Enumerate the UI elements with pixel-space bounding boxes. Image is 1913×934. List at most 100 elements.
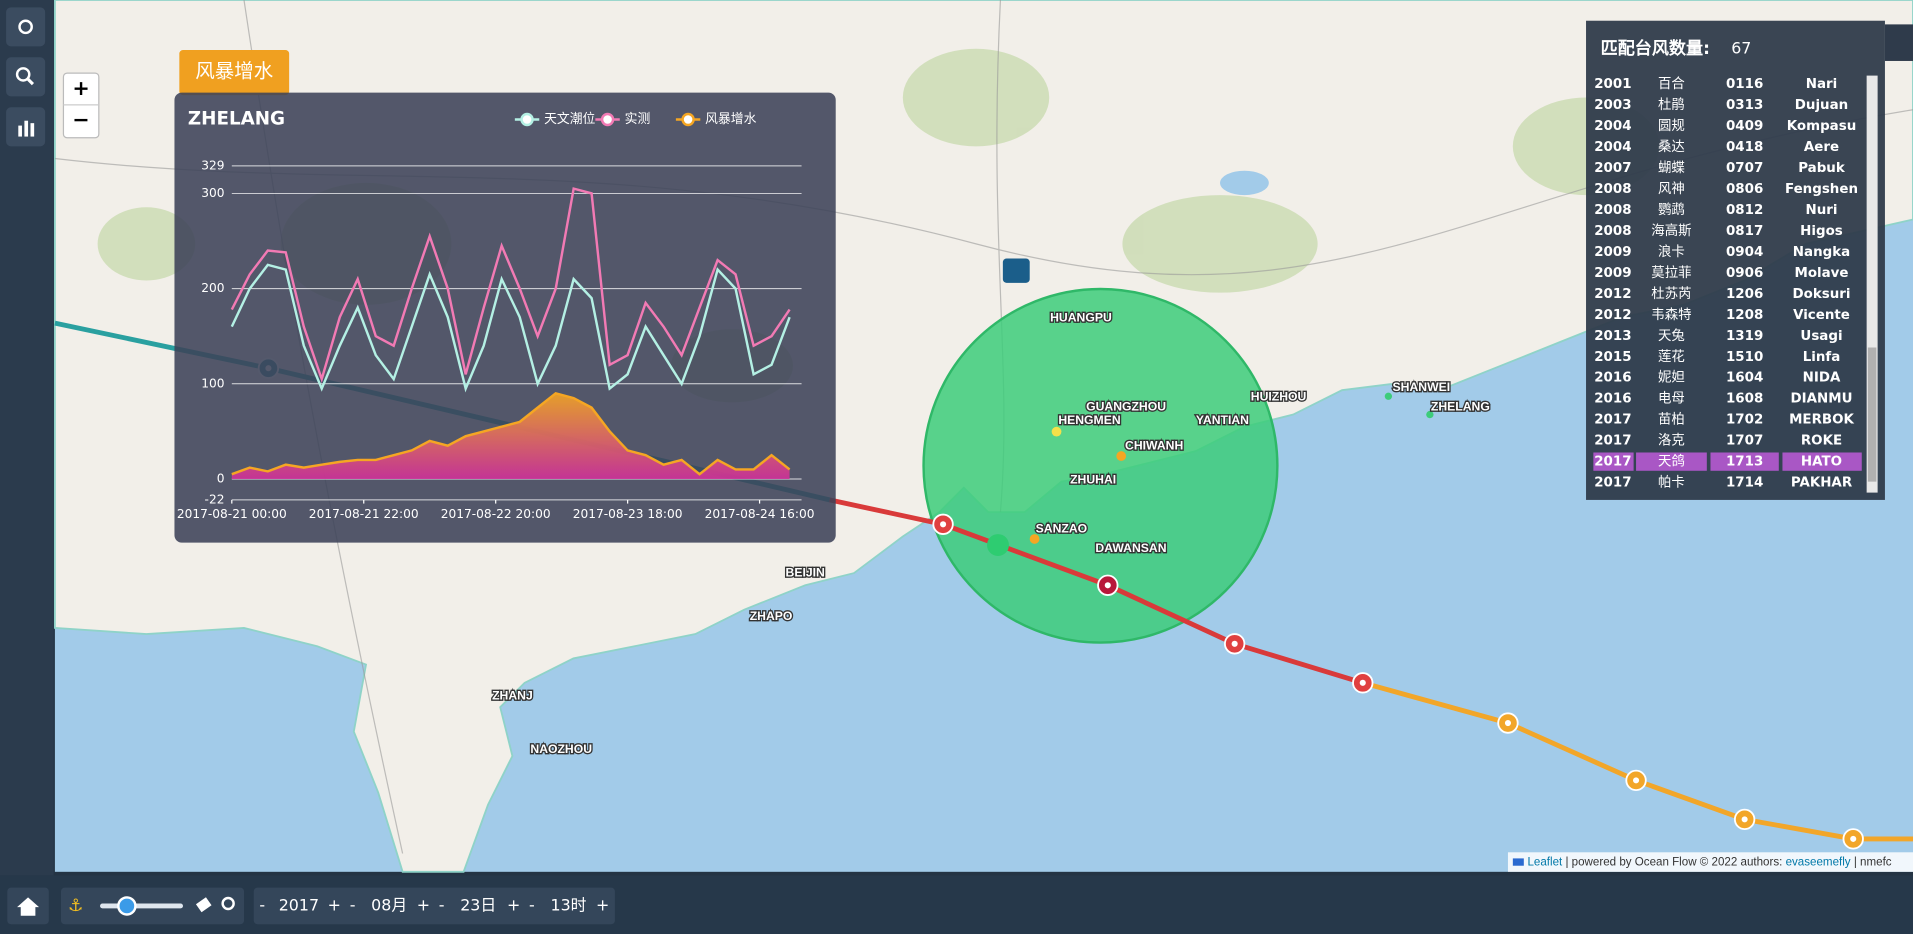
table-cell[interactable]: 1714 xyxy=(1726,476,1763,491)
anchor-icon[interactable]: ⚓ xyxy=(68,896,83,916)
table-cell[interactable]: MERBOK xyxy=(1789,413,1854,428)
leaflet-link[interactable]: Leaflet xyxy=(1527,857,1563,869)
table-cell[interactable]: 鹦鹉 xyxy=(1658,202,1685,218)
table-cell[interactable]: 2001 xyxy=(1594,77,1631,92)
table-cell[interactable]: 2013 xyxy=(1594,329,1631,344)
table-cell[interactable]: 2004 xyxy=(1594,119,1631,134)
table-cell[interactable]: 2016 xyxy=(1594,371,1631,386)
scrollbar[interactable] xyxy=(1866,75,1878,493)
table-cell[interactable]: 帕卡 xyxy=(1658,475,1685,491)
table-cell[interactable]: Usagi xyxy=(1800,329,1842,344)
table-cell[interactable]: 浪卡 xyxy=(1658,244,1685,260)
table-cell[interactable]: Aere xyxy=(1804,140,1839,155)
scrollbar-thumb[interactable] xyxy=(1867,347,1877,482)
table-cell[interactable]: Pabuk xyxy=(1798,161,1846,176)
table-cell[interactable]: Nari xyxy=(1806,77,1837,92)
table-cell[interactable]: 百合 xyxy=(1658,76,1685,92)
table-cell[interactable]: 0116 xyxy=(1726,77,1763,92)
table-cell[interactable]: 天鸽 xyxy=(1658,453,1685,470)
legend-label[interactable]: 实测 xyxy=(625,112,651,127)
table-cell[interactable]: 桑达 xyxy=(1658,139,1685,155)
table-cell[interactable]: 2008 xyxy=(1594,203,1631,218)
date-minus-button[interactable]: - xyxy=(259,895,265,914)
slider-knob[interactable] xyxy=(117,896,137,916)
legend-label[interactable]: 风暴增水 xyxy=(705,112,756,127)
search-button[interactable] xyxy=(6,57,46,97)
date-plus-button[interactable]: + xyxy=(417,895,430,914)
table-cell[interactable]: 0817 xyxy=(1726,224,1763,239)
table-cell[interactable]: 杜苏芮 xyxy=(1651,285,1691,302)
date-minus-button[interactable]: - xyxy=(529,895,535,914)
date-plus-button[interactable]: + xyxy=(328,895,341,914)
eraser-icon[interactable] xyxy=(195,897,212,913)
influence-circle[interactable] xyxy=(922,287,1279,644)
table-cell[interactable]: 1319 xyxy=(1726,329,1763,344)
table-cell[interactable]: 0313 xyxy=(1726,98,1763,113)
table-cell[interactable]: 0806 xyxy=(1726,182,1763,197)
table-cell[interactable]: 2004 xyxy=(1594,140,1631,155)
date-plus-button[interactable]: + xyxy=(596,895,609,914)
table-cell[interactable]: 0904 xyxy=(1726,245,1763,260)
panel-tab[interactable] xyxy=(179,49,290,96)
table-cell[interactable]: 天兔 xyxy=(1658,328,1685,344)
table-cell[interactable]: Nuri xyxy=(1806,203,1838,218)
table-cell[interactable]: 2017 xyxy=(1594,413,1631,428)
table-cell[interactable]: 韦森特 xyxy=(1651,307,1691,323)
table-cell[interactable]: 电母 xyxy=(1658,391,1685,407)
table-cell[interactable]: 1608 xyxy=(1726,392,1763,407)
table-cell[interactable]: Vicente xyxy=(1793,308,1850,323)
table-cell[interactable]: 2008 xyxy=(1594,224,1631,239)
zoom-icon[interactable] xyxy=(221,896,235,911)
table-cell[interactable]: 2017 xyxy=(1594,455,1631,470)
table-cell[interactable]: DIANMU xyxy=(1791,392,1853,407)
table-cell[interactable]: 圆规 xyxy=(1658,118,1685,134)
table-cell[interactable]: 1713 xyxy=(1726,455,1763,470)
table-cell[interactable]: 2007 xyxy=(1594,161,1631,176)
date-minus-button[interactable]: - xyxy=(439,895,445,914)
table-cell[interactable]: 妮妲 xyxy=(1658,370,1685,386)
table-cell[interactable]: ROKE xyxy=(1801,434,1842,449)
table-cell[interactable]: NIDA xyxy=(1803,371,1841,386)
table-cell[interactable]: Molave xyxy=(1794,266,1848,281)
table-cell[interactable]: 1208 xyxy=(1726,308,1763,323)
table-cell[interactable]: Doksuri xyxy=(1792,287,1850,302)
zoom-out[interactable]: − xyxy=(72,108,89,132)
table-cell[interactable]: 蝴蝶 xyxy=(1658,160,1685,176)
table-cell[interactable]: 0707 xyxy=(1726,161,1763,176)
table-cell[interactable]: 1702 xyxy=(1726,413,1763,428)
table-cell[interactable]: 莫拉菲 xyxy=(1651,265,1691,281)
date-minus-button[interactable]: - xyxy=(350,895,356,914)
table-cell[interactable]: 0906 xyxy=(1726,266,1763,281)
table-cell[interactable]: 风神 xyxy=(1658,181,1685,197)
table-cell[interactable]: 杜鹃 xyxy=(1658,96,1685,113)
table-cell[interactable]: 2012 xyxy=(1594,287,1631,302)
table-cell[interactable]: 1206 xyxy=(1726,287,1763,302)
locate-button[interactable] xyxy=(6,7,46,47)
table-cell[interactable]: 2009 xyxy=(1594,245,1631,260)
table-cell[interactable]: 2015 xyxy=(1594,350,1631,365)
zoom-in[interactable]: + xyxy=(72,76,89,100)
table-cell[interactable]: Kompasu xyxy=(1787,119,1857,134)
table-cell[interactable]: PAKHAR xyxy=(1791,476,1853,491)
table-cell[interactable]: Linfa xyxy=(1803,350,1841,365)
table-cell[interactable]: 0812 xyxy=(1726,203,1763,218)
table-cell[interactable]: 2009 xyxy=(1594,266,1631,281)
table-cell[interactable]: 1604 xyxy=(1726,371,1763,386)
table-cell[interactable]: 2012 xyxy=(1594,308,1631,323)
table-cell[interactable]: 2016 xyxy=(1594,392,1631,407)
table-cell[interactable]: Dujuan xyxy=(1795,98,1848,113)
table-cell[interactable]: Fengshen xyxy=(1785,182,1858,197)
table-cell[interactable]: 洛克 xyxy=(1658,433,1685,449)
table-cell[interactable]: 2003 xyxy=(1594,98,1631,113)
date-plus-button[interactable]: + xyxy=(507,895,520,914)
table-cell[interactable]: 0418 xyxy=(1726,140,1763,155)
table-cell[interactable]: Nangka xyxy=(1793,245,1850,260)
legend-label[interactable]: 天文潮位 xyxy=(544,112,595,127)
table-cell[interactable]: 海高斯 xyxy=(1651,222,1691,239)
table-cell[interactable]: 2017 xyxy=(1594,476,1631,491)
table-cell[interactable]: 莲花 xyxy=(1658,349,1685,365)
table-cell[interactable]: 0409 xyxy=(1726,119,1763,134)
table-cell[interactable]: Higos xyxy=(1800,224,1843,239)
table-cell[interactable]: 苗柏 xyxy=(1658,412,1685,428)
table-cell[interactable]: 1707 xyxy=(1726,434,1763,449)
